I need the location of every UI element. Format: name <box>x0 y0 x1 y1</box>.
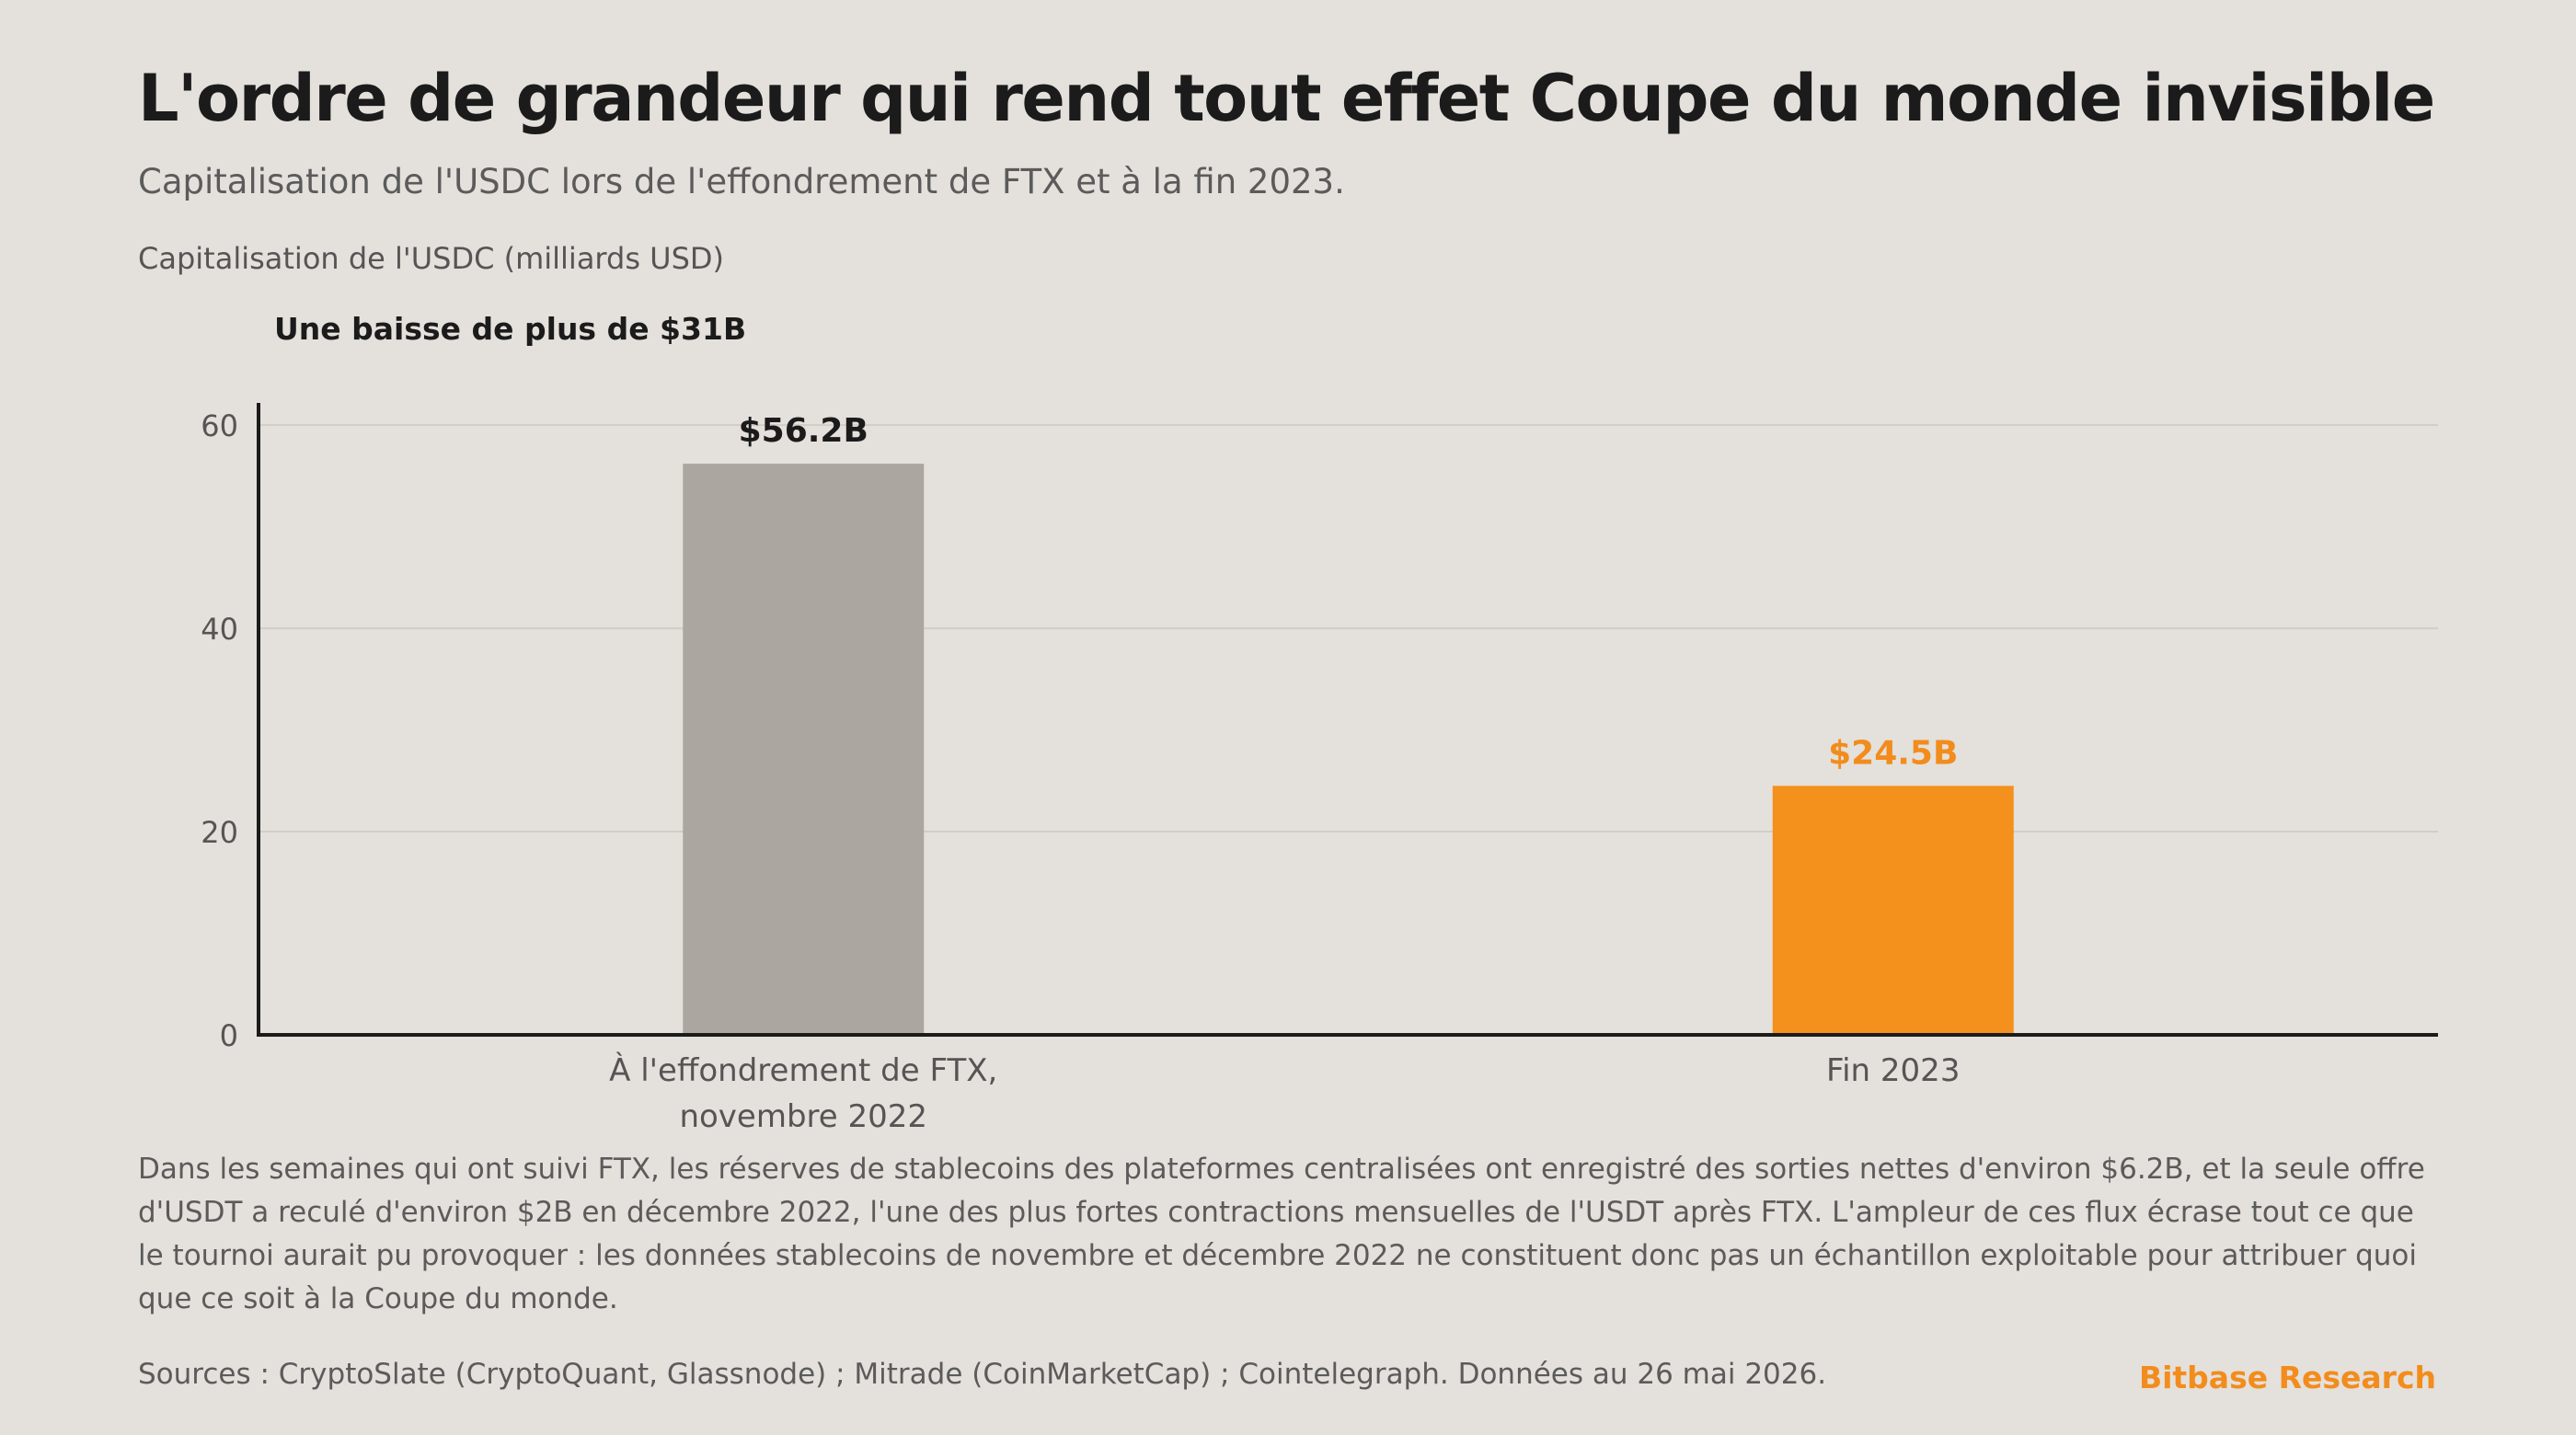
body-paragraph: Dans les semaines qui ont suivi FTX, les… <box>138 1153 2425 1315</box>
y-axis-title: Capitalisation de l'USDC (milliards USD) <box>138 241 725 276</box>
bar <box>683 464 925 1035</box>
x-tick-label: novembre 2022 <box>679 1098 927 1135</box>
chart-subtitle: Capitalisation de l'USDC lors de l'effon… <box>138 162 1345 201</box>
y-tick-label: 60 <box>201 408 238 443</box>
y-tick-label: 20 <box>201 815 238 850</box>
data-label: $24.5B <box>1828 734 1958 772</box>
y-tick-label: 0 <box>220 1018 238 1053</box>
chart-title: L'ordre de grandeur qui rend tout effet … <box>138 61 2435 136</box>
bar-chart: 0 20 40 60 $56.2B À l'effondrement de FTX, nov… <box>201 403 2438 1135</box>
x-tick-label: À l'effondrement de FTX, <box>609 1051 997 1089</box>
bar <box>1772 786 2014 1035</box>
x-tick-label: Fin 2023 <box>1826 1052 1960 1089</box>
brand-logo-text: Bitbase Research <box>2138 1360 2436 1395</box>
sources-note: Sources : CryptoSlate (CryptoQuant, Glas… <box>138 1358 1827 1391</box>
y-tick-label: 40 <box>201 612 238 647</box>
chart-annotation: Une baisse de plus de $31B <box>274 311 747 347</box>
data-label: $56.2B <box>739 412 868 450</box>
